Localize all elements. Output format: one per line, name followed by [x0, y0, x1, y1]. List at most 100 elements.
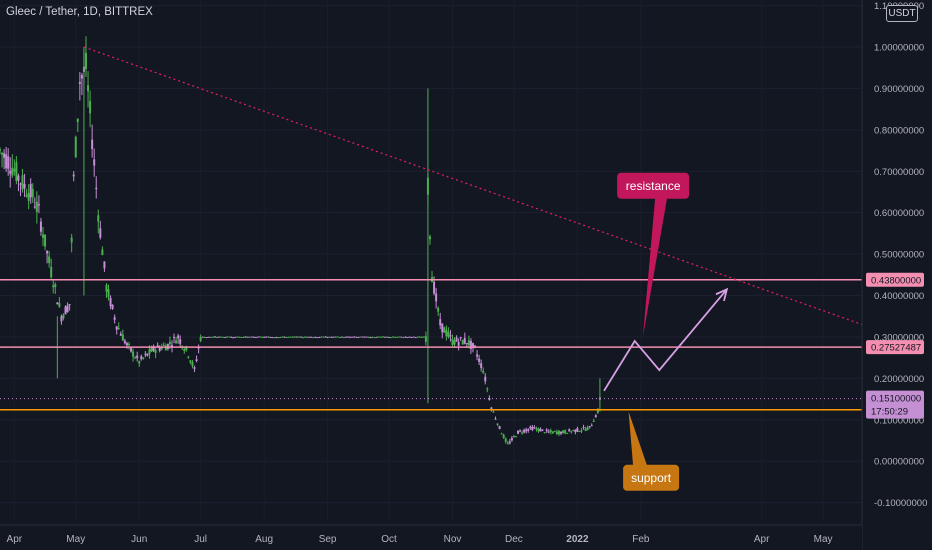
candle-body [484, 376, 487, 382]
candle-body [576, 428, 579, 432]
candle-body [19, 183, 22, 185]
candle-body [342, 337, 345, 339]
chart-grid [0, 5, 862, 504]
candle-body [566, 432, 569, 434]
y-tick-label: 0.30000000 [874, 332, 924, 343]
candle-body [281, 336, 284, 338]
candle-body [226, 336, 229, 338]
resistance-callout-box [617, 172, 690, 199]
candle-body [76, 118, 79, 123]
candle-body [279, 336, 282, 338]
candle-body [478, 358, 481, 362]
candle-body [351, 336, 354, 338]
candle-body [193, 367, 196, 369]
candle-body [234, 336, 237, 338]
candle-body [383, 336, 386, 338]
candle-body [25, 194, 28, 197]
candle-body [506, 443, 509, 445]
candle-body [9, 170, 12, 174]
candle-body [240, 336, 243, 338]
candle-body [527, 429, 530, 431]
x-tick-label: Dec [505, 534, 523, 545]
candle-body [263, 336, 266, 338]
candle-body [549, 430, 552, 432]
candle-body [123, 340, 126, 344]
candle-body [422, 336, 425, 338]
candle-body [91, 139, 94, 150]
candle-body [222, 336, 225, 338]
candle-body [451, 338, 454, 346]
candle-body [80, 75, 83, 79]
candle-body [158, 347, 161, 351]
candle-body [525, 429, 528, 432]
candle-body [277, 337, 280, 339]
candle-body [330, 336, 333, 338]
countdown-label: 17:50:29 [871, 407, 908, 418]
candle-body [312, 337, 315, 339]
candle-body [97, 215, 100, 222]
candle-body [355, 336, 358, 338]
horizontal-levels [0, 279, 862, 411]
candle-body [127, 343, 130, 345]
candle-body [115, 326, 118, 330]
candle-body [156, 345, 159, 348]
candle-body [187, 356, 190, 358]
candle-body [316, 337, 319, 339]
time-axis-background [0, 525, 862, 550]
candle-body [371, 336, 374, 338]
candle-body [218, 336, 221, 338]
candle-body [160, 346, 163, 350]
x-tick-label: 2022 [566, 534, 589, 545]
candle-body [459, 337, 462, 339]
x-tick-label: May [66, 534, 85, 545]
candle-body [353, 336, 356, 338]
candle-body [570, 431, 573, 433]
candle-body [238, 336, 241, 338]
candle-body [514, 436, 517, 438]
candle-body [502, 434, 505, 438]
candle-body [213, 336, 216, 338]
y-tick-label: 0.70000000 [874, 167, 924, 178]
candle-body [205, 337, 208, 339]
candle-body [453, 340, 456, 345]
currency-button[interactable]: USDT [886, 5, 918, 22]
candle-body [275, 337, 278, 339]
candle-body [555, 431, 558, 435]
candle-body [105, 285, 108, 292]
candle-body [273, 337, 276, 339]
candle-body [304, 336, 307, 338]
candle-body [168, 341, 171, 345]
candle-body [50, 266, 53, 278]
candle-body [173, 336, 176, 338]
candle-body [521, 432, 524, 434]
candle-body [244, 336, 247, 338]
candle-body [291, 336, 294, 338]
candle-body [66, 305, 69, 313]
candle-body [46, 251, 49, 254]
candle-body [89, 101, 92, 114]
candle-body [148, 349, 151, 354]
candle-body [5, 154, 8, 169]
candle-body [48, 256, 51, 264]
x-tick-label: Jun [131, 534, 147, 545]
candle-body [203, 336, 206, 338]
candle-body [392, 336, 395, 338]
candle-body [332, 336, 335, 338]
candle-body [480, 363, 483, 368]
candle-body [334, 336, 337, 338]
candle-body [347, 336, 350, 338]
x-tick-label: Sep [319, 534, 337, 545]
candle-body [295, 336, 298, 338]
candle-body [285, 336, 288, 338]
candle-body [408, 336, 411, 338]
candle-body [152, 345, 155, 351]
candle-body [259, 336, 262, 338]
candle-body [287, 336, 290, 338]
candle-body [39, 221, 42, 232]
candle-body [250, 336, 253, 338]
candle-body [17, 175, 20, 181]
candle-body [310, 336, 313, 338]
candle-body [369, 337, 372, 339]
candle-body [242, 336, 245, 338]
